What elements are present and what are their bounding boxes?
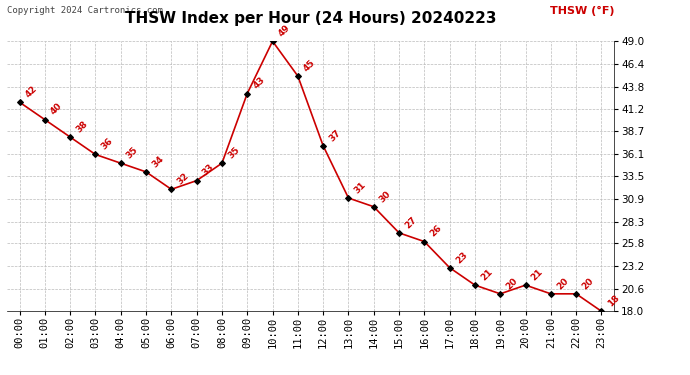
Point (267, 38, 278, 44)
Point (90, 152, 101, 157)
Point (293, 73, 304, 79)
Text: Copyright 2024 Cartronics.com: Copyright 2024 Cartronics.com (7, 6, 163, 15)
Point (241, 90, 253, 96)
Point (65, 134, 76, 140)
Text: 20: 20 (504, 276, 520, 291)
Text: 49: 49 (277, 23, 292, 39)
Text: 20: 20 (580, 276, 595, 291)
Text: 18: 18 (606, 293, 621, 309)
Text: 26: 26 (428, 224, 444, 239)
Text: 43: 43 (251, 75, 267, 91)
Point (596, 308, 607, 314)
Text: 23: 23 (454, 250, 469, 265)
Text: 31: 31 (353, 180, 368, 195)
Text: 20: 20 (555, 276, 570, 291)
Point (545, 291, 556, 297)
Text: 32: 32 (175, 171, 190, 186)
Point (191, 178, 202, 184)
Text: 38: 38 (75, 119, 90, 134)
Text: 35: 35 (226, 145, 242, 160)
Text: 36: 36 (99, 136, 115, 152)
Text: 21: 21 (530, 267, 545, 282)
Text: 45: 45 (302, 58, 317, 73)
Text: 35: 35 (125, 145, 140, 160)
Point (115, 160, 126, 166)
Point (368, 204, 380, 210)
Text: 34: 34 (150, 154, 166, 169)
Point (444, 265, 455, 271)
Text: 42: 42 (23, 84, 39, 99)
Text: 30: 30 (378, 189, 393, 204)
Point (495, 291, 506, 297)
Point (217, 160, 228, 166)
Point (520, 282, 531, 288)
Text: THSW Index per Hour (24 Hours) 20240223: THSW Index per Hour (24 Hours) 20240223 (125, 11, 496, 26)
Point (14, 99, 25, 105)
Text: 40: 40 (49, 102, 64, 117)
Point (571, 291, 582, 297)
Point (317, 143, 328, 149)
Text: 33: 33 (201, 163, 216, 178)
Text: THSW (°F): THSW (°F) (550, 6, 614, 16)
Text: 37: 37 (327, 128, 343, 143)
Point (343, 195, 354, 201)
Text: 27: 27 (403, 215, 419, 230)
Point (141, 169, 152, 175)
Text: 21: 21 (479, 267, 494, 282)
Point (393, 230, 404, 236)
Point (166, 186, 177, 192)
Point (469, 282, 480, 288)
Point (39, 117, 50, 123)
Point (419, 238, 430, 244)
